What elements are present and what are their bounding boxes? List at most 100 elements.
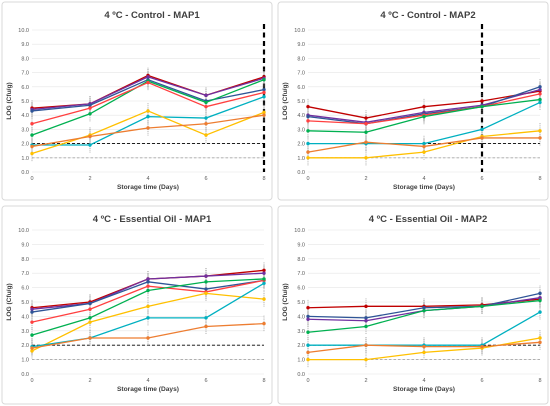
y-tick-label: 8.0 [21, 56, 29, 62]
data-point [306, 343, 310, 347]
data-point [480, 99, 484, 103]
data-point [204, 100, 208, 105]
y-tick-label: 8.0 [297, 257, 305, 263]
data-point [262, 277, 266, 281]
data-point [364, 316, 368, 320]
y-tick-label: 4.0 [21, 113, 29, 119]
panel-frame [277, 205, 549, 405]
chart-panel-control-map2: 0.0 1.0 2.0 3.0 4.0 5.0 6.0 7.0 8.0 9.0 10.0 0 2 4 6 8 4… [277, 1, 549, 201]
data-point [422, 344, 426, 349]
y-tick-label: 0.0 [21, 372, 29, 378]
y-tick-label: 9.0 [21, 42, 29, 48]
data-point [422, 114, 426, 119]
x-tick-label: 8 [538, 378, 541, 384]
data-point [204, 104, 208, 109]
data-point [306, 104, 310, 109]
data-point [538, 310, 542, 314]
data-point [262, 110, 266, 115]
panel-title: 4 ºC - Control - MAP2 [380, 10, 475, 21]
data-point [364, 304, 368, 309]
data-point [538, 85, 542, 89]
data-point [538, 340, 542, 345]
data-point [146, 75, 150, 79]
data-point [262, 281, 266, 285]
data-point [422, 350, 426, 355]
data-point [364, 122, 368, 126]
y-tick-label: 9.0 [297, 42, 305, 48]
x-tick-label: 6 [480, 176, 483, 182]
y-tick-label: 3.0 [21, 127, 29, 133]
data-point [262, 90, 266, 95]
chart-panel-essential-oil-map1: 0.0 1.0 2.0 3.0 4.0 5.0 6.0 7.0 8.0 9.0 10.0 0 2 4 6 8 4… [1, 205, 273, 405]
data-point [480, 344, 484, 349]
data-point [306, 119, 310, 123]
y-tick-label: 10.0 [294, 28, 305, 34]
data-point [88, 112, 92, 116]
data-point [306, 150, 310, 154]
data-point [204, 122, 208, 126]
data-point [306, 141, 310, 146]
data-point [146, 316, 150, 320]
y-axis-title: LOG (Cfu/g) [282, 82, 289, 119]
data-point [262, 297, 266, 301]
x-tick-label: 2 [364, 378, 367, 384]
y-tick-label: 6.0 [297, 85, 305, 91]
data-point [538, 129, 542, 133]
data-point [204, 133, 208, 137]
x-axis-title: Storage time (Days) [393, 386, 455, 393]
x-tick-label: 6 [480, 378, 483, 384]
x-tick-label: 0 [306, 176, 309, 182]
data-point [364, 156, 368, 160]
y-tick-label: 10.0 [294, 228, 305, 234]
data-point [422, 306, 426, 310]
panel-title: 4 ºC - Essential Oil - MAP2 [369, 214, 488, 225]
x-tick-label: 6 [204, 176, 207, 182]
x-tick-label: 4 [146, 378, 149, 384]
x-tick-label: 2 [88, 378, 91, 384]
data-point [146, 277, 150, 281]
x-tick-label: 0 [30, 176, 33, 182]
x-tick-label: 4 [422, 176, 425, 182]
y-axis-title: LOG (Cfu/g) [282, 283, 289, 320]
data-point [306, 306, 310, 310]
data-point [204, 274, 208, 278]
data-point [480, 304, 484, 309]
data-point [538, 291, 542, 296]
y-tick-label: 10.0 [18, 28, 29, 34]
y-tick-label: 3.0 [21, 329, 29, 335]
y-tick-label: 1.0 [21, 156, 29, 162]
data-point [364, 116, 368, 120]
panel-title: 4 ºC - Essential Oil - MAP1 [93, 214, 212, 225]
y-axis-title: LOG (Cfu/g) [6, 283, 13, 320]
data-point [306, 114, 310, 119]
data-point [146, 284, 150, 288]
data-point [204, 116, 208, 120]
data-point [88, 301, 92, 306]
data-point [538, 136, 542, 140]
data-point [306, 156, 310, 160]
data-point [306, 350, 310, 355]
data-point [422, 150, 426, 154]
data-point [146, 114, 150, 119]
y-tick-label: 7.0 [297, 271, 305, 277]
data-point [306, 317, 310, 321]
data-point [88, 320, 92, 324]
data-point [538, 92, 542, 96]
y-tick-label: 2.0 [21, 343, 29, 349]
data-point [262, 321, 266, 326]
y-tick-label: 7.0 [21, 271, 29, 277]
x-axis-title: Storage time (Days) [117, 386, 179, 393]
data-point [480, 127, 484, 132]
y-tick-label: 5.0 [297, 300, 305, 306]
y-tick-label: 5.0 [297, 99, 305, 105]
chart-panel-control-map1: 0.0 1.0 2.0 3.0 4.0 5.0 6.0 7.0 8.0 9.0 10.0 0 2 4 6 8 4… [1, 1, 273, 201]
data-point [364, 319, 368, 323]
data-point [30, 151, 34, 156]
y-tick-label: 7.0 [21, 71, 29, 77]
data-point [30, 349, 34, 353]
data-point [364, 343, 368, 347]
x-tick-label: 0 [30, 378, 33, 384]
data-point [364, 140, 368, 144]
data-point [146, 280, 150, 284]
